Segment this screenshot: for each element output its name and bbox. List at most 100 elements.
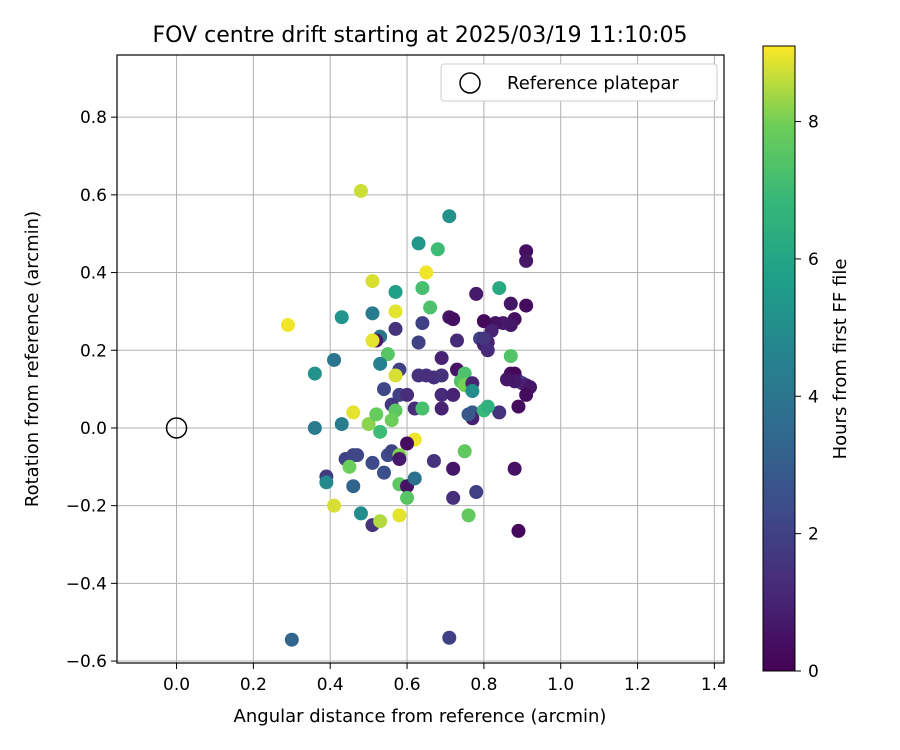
data-point [388, 368, 403, 383]
data-point [369, 407, 384, 422]
colorbar-tick-label: 8 [808, 113, 819, 133]
legend-box [440, 63, 718, 102]
data-point [334, 310, 349, 325]
data-point [446, 461, 461, 476]
x-tick-label: 0.2 [240, 675, 267, 695]
data-point [423, 300, 438, 315]
data-point [392, 508, 407, 523]
data-points [280, 183, 537, 647]
data-point [449, 333, 464, 348]
y-tick-label: 0.4 [80, 264, 107, 284]
y-tick-label: 0.0 [80, 419, 107, 439]
data-point [353, 506, 368, 521]
data-point [365, 306, 380, 321]
data-point [365, 274, 380, 289]
x-tick-label: 1.2 [624, 675, 651, 695]
data-point [400, 387, 415, 402]
data-point [457, 444, 472, 459]
x-tick-label: 0.4 [317, 675, 344, 695]
data-point [480, 343, 495, 358]
legend: Reference platepar [440, 63, 718, 102]
colorbar: 0 2 4 6 8 Hours from first FF file [762, 45, 851, 682]
data-point [365, 333, 380, 348]
data-point [419, 265, 434, 280]
data-point [511, 523, 526, 538]
data-point [499, 372, 514, 387]
data-point [388, 321, 403, 336]
data-point [384, 413, 399, 428]
data-point [400, 436, 415, 451]
data-point [361, 417, 376, 432]
data-point [511, 399, 526, 414]
y-tick-label: 0.2 [80, 341, 107, 361]
data-point [503, 349, 518, 364]
data-point [434, 368, 449, 383]
data-point [373, 424, 388, 439]
colorbar-tick-label: 2 [808, 525, 819, 545]
data-point [353, 183, 368, 198]
data-point [392, 452, 407, 467]
chart-title: FOV centre drift starting at 2025/03/19 … [153, 23, 688, 48]
data-point [284, 632, 299, 647]
data-point [380, 347, 395, 362]
data-point [365, 455, 380, 470]
data-point [519, 253, 534, 268]
data-point [307, 420, 322, 435]
data-point [280, 318, 295, 333]
x-axis-ticks: 0.0 0.2 0.4 0.6 0.8 1.0 1.2 1.4 [163, 663, 728, 695]
data-point [411, 236, 426, 251]
data-point [377, 382, 392, 397]
data-point [465, 384, 480, 399]
data-point [519, 387, 534, 402]
data-point [434, 387, 449, 402]
data-point [446, 387, 461, 402]
data-point [350, 448, 365, 463]
data-point [469, 286, 484, 301]
reference-platepar-marker [165, 417, 188, 439]
grid-lines [117, 55, 724, 663]
data-point [519, 244, 534, 259]
data-point [334, 417, 349, 432]
data-point [411, 335, 426, 350]
data-point [327, 352, 342, 367]
colorbar-tick-label: 4 [808, 387, 819, 407]
y-tick-label: −0.6 [66, 652, 107, 672]
data-point [407, 471, 422, 486]
data-point [327, 498, 342, 513]
x-tick-label: 1.0 [547, 675, 574, 695]
data-point [415, 316, 430, 331]
data-point [507, 461, 522, 476]
data-point [442, 630, 457, 645]
colorbar-ticks: 0 2 4 6 8 [795, 113, 819, 682]
colorbar-gradient [762, 45, 796, 672]
legend-entry-reference: Reference platepar [507, 73, 679, 94]
data-point [400, 490, 415, 505]
data-point [434, 351, 449, 366]
colorbar-tick-label: 6 [808, 250, 819, 270]
data-point [415, 281, 430, 296]
plot-frame [116, 54, 725, 664]
data-point [442, 209, 457, 224]
colorbar-tick-label: 0 [808, 662, 819, 682]
y-axis-label: Rotation from reference (arcmin) [22, 211, 43, 507]
data-point [503, 296, 518, 311]
data-point [377, 465, 392, 480]
data-point [373, 514, 388, 529]
legend-marker-icon [459, 72, 481, 94]
x-tick-label: 0.8 [470, 675, 497, 695]
data-point [346, 405, 361, 420]
data-point [519, 298, 534, 313]
data-point [430, 242, 445, 257]
data-point [461, 407, 476, 422]
data-point [446, 312, 461, 327]
data-point [319, 475, 334, 490]
data-point [492, 281, 507, 296]
y-tick-label: −0.2 [66, 497, 107, 517]
y-tick-label: 0.8 [80, 108, 107, 128]
data-point [434, 401, 449, 416]
data-point [426, 453, 441, 468]
data-point [476, 331, 491, 346]
data-point [342, 459, 357, 474]
data-point [307, 366, 322, 381]
